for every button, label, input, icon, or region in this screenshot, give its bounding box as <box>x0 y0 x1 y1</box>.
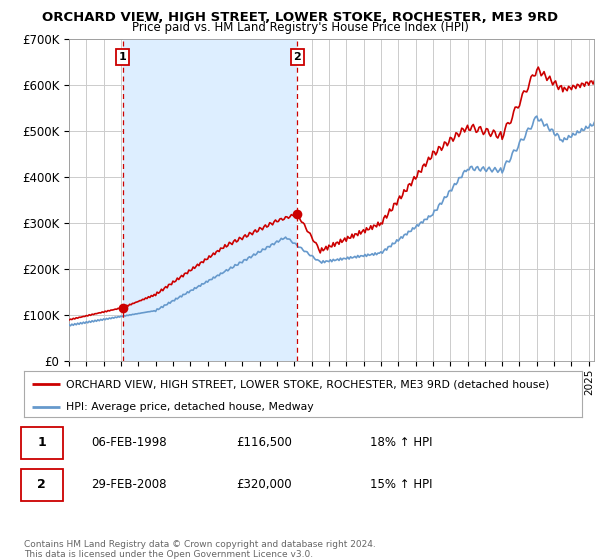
Text: Contains HM Land Registry data © Crown copyright and database right 2024.
This d: Contains HM Land Registry data © Crown c… <box>24 540 376 559</box>
Text: 06-FEB-1998: 06-FEB-1998 <box>91 436 167 450</box>
Text: 2: 2 <box>293 52 301 62</box>
Text: £320,000: £320,000 <box>236 478 292 492</box>
FancyBboxPatch shape <box>21 427 63 459</box>
Bar <box>123 39 297 361</box>
Text: 15% ↑ HPI: 15% ↑ HPI <box>370 478 433 492</box>
Text: ORCHARD VIEW, HIGH STREET, LOWER STOKE, ROCHESTER, ME3 9RD: ORCHARD VIEW, HIGH STREET, LOWER STOKE, … <box>42 11 558 24</box>
Text: £116,500: £116,500 <box>236 436 292 450</box>
Text: 18% ↑ HPI: 18% ↑ HPI <box>370 436 433 450</box>
Text: 2: 2 <box>37 478 46 492</box>
FancyBboxPatch shape <box>21 469 63 501</box>
Text: 29-FEB-2008: 29-FEB-2008 <box>91 478 166 492</box>
Text: Price paid vs. HM Land Registry's House Price Index (HPI): Price paid vs. HM Land Registry's House … <box>131 21 469 34</box>
Text: 1: 1 <box>37 436 46 450</box>
Text: ORCHARD VIEW, HIGH STREET, LOWER STOKE, ROCHESTER, ME3 9RD (detached house): ORCHARD VIEW, HIGH STREET, LOWER STOKE, … <box>66 379 549 389</box>
Text: HPI: Average price, detached house, Medway: HPI: Average price, detached house, Medw… <box>66 402 313 412</box>
Text: 1: 1 <box>119 52 127 62</box>
